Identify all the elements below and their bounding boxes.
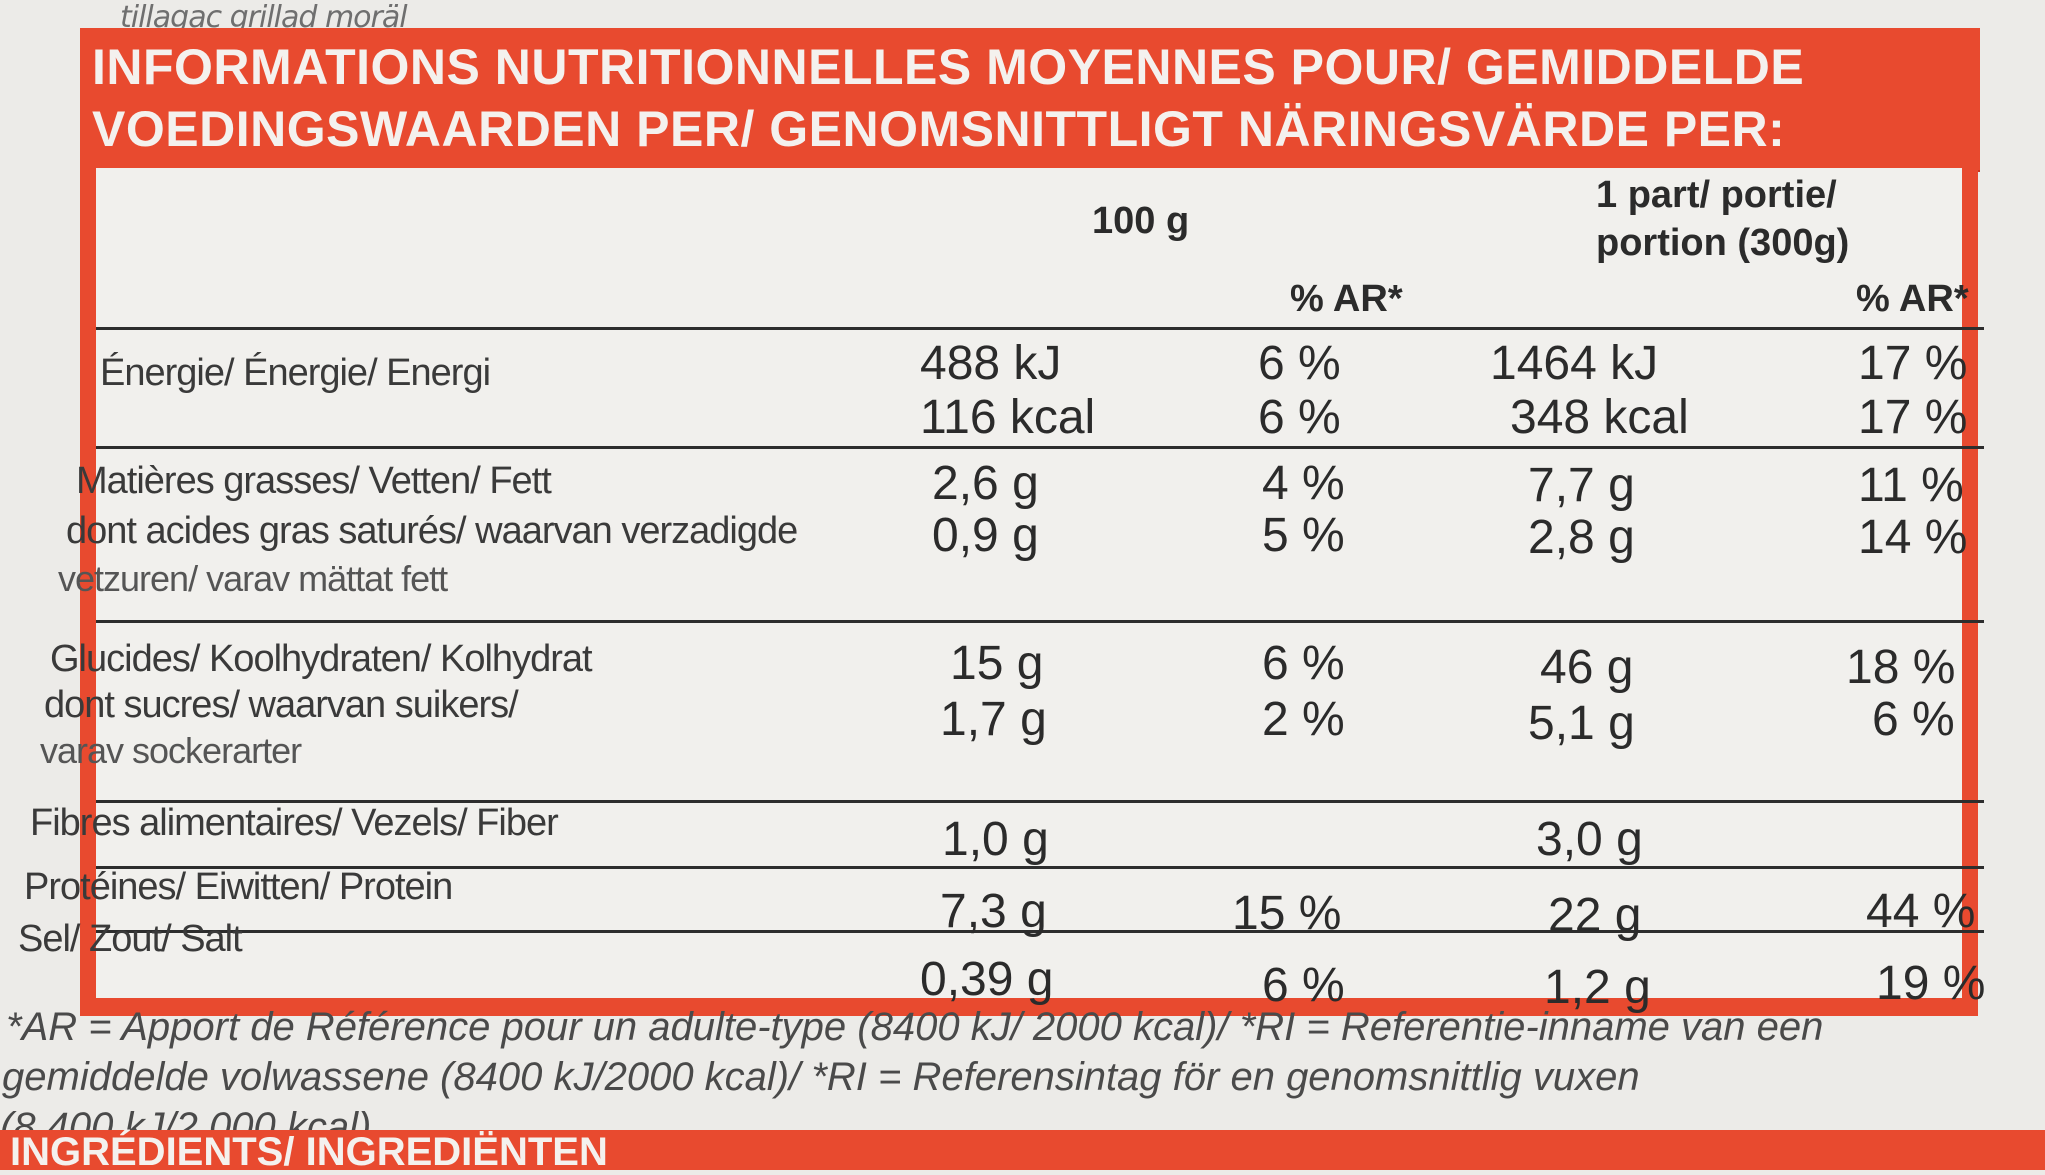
sugars-ar-portion: 6 % bbox=[1872, 693, 1955, 746]
nutrition-table-panel bbox=[80, 168, 1978, 1016]
carbs-ar: 6 % bbox=[1262, 637, 1345, 690]
energy-label: Énergie/ Énergie/ Energi bbox=[100, 352, 491, 394]
sugars-ar: 2 % bbox=[1262, 693, 1345, 746]
fiber-label: Fibres alimentaires/ Vezels/ Fiber bbox=[30, 802, 559, 844]
fat-ar: 4 % bbox=[1262, 457, 1345, 510]
protein-portion: 22 g bbox=[1548, 889, 1642, 942]
salt-ar: 6 % bbox=[1262, 959, 1345, 1012]
column-header-100g: 100 g bbox=[1092, 200, 1190, 242]
salt-portion: 1,2 g bbox=[1544, 961, 1651, 1014]
energy-kj-100g: 488 kJ bbox=[920, 337, 1062, 390]
fiber-portion: 3,0 g bbox=[1536, 813, 1643, 866]
carbs-ar-portion: 18 % bbox=[1846, 641, 1956, 694]
energy-kcal-portion: 348 kcal bbox=[1510, 391, 1689, 444]
protein-100g: 7,3 g bbox=[940, 885, 1047, 938]
fat-portion: 7,7 g bbox=[1528, 459, 1635, 512]
saturated-fat-label-1: dont acides gras saturés/ waarvan verzad… bbox=[66, 510, 798, 552]
footnote: *AR = Apport de Référence pour un adulte… bbox=[0, 1002, 2045, 1152]
row-divider bbox=[96, 930, 1984, 933]
header-line-2: VOEDINGSWAARDEN PER/ GENOMSNITTLIGT NÄRI… bbox=[92, 101, 1786, 157]
salt-100g: 0,39 g bbox=[920, 953, 1054, 1006]
carbs-portion: 46 g bbox=[1540, 641, 1634, 694]
protein-label: Protéines/ Eiwitten/ Protein bbox=[24, 866, 453, 908]
saturated-fat-100g: 0,9 g bbox=[932, 509, 1039, 562]
fat-100g: 2,6 g bbox=[932, 457, 1039, 510]
bottom-band bbox=[0, 1130, 2045, 1170]
footnote-line-2: gemiddelde volwassene (8400 kJ/2000 kcal… bbox=[2, 1055, 1640, 1099]
sugars-100g: 1,7 g bbox=[940, 693, 1047, 746]
energy-kcal-ar: 6 % bbox=[1258, 391, 1341, 444]
row-divider bbox=[96, 800, 1984, 803]
column-header-ar: % AR* bbox=[1290, 278, 1403, 320]
sugars-label-2: varav sockerarter bbox=[40, 730, 302, 771]
header-band bbox=[80, 28, 1980, 170]
header-line-1: INFORMATIONS NUTRITIONNELLES MOYENNES PO… bbox=[92, 39, 1805, 95]
column-header-ar-portion: % AR* bbox=[1856, 278, 1969, 320]
fat-label: Matières grasses/ Vetten/ Fett bbox=[76, 460, 552, 502]
energy-kj-portion: 1464 kJ bbox=[1490, 337, 1659, 390]
salt-ar-portion: 19 % bbox=[1876, 957, 1986, 1010]
energy-kj-ar: 6 % bbox=[1258, 337, 1341, 390]
energy-kj-ar-portion: 17 % bbox=[1858, 337, 1968, 390]
sugars-label-1: dont sucres/ waarvan suikers/ bbox=[44, 684, 519, 726]
fiber-100g: 1,0 g bbox=[942, 813, 1049, 866]
saturated-fat-label-2: vetzuren/ varav mättat fett bbox=[58, 558, 448, 599]
row-divider bbox=[96, 866, 1984, 869]
sugars-portion: 5,1 g bbox=[1528, 697, 1635, 750]
saturated-fat-ar-portion: 14 % bbox=[1858, 511, 1968, 564]
row-divider bbox=[96, 446, 1984, 449]
header-title: INFORMATIONS NUTRITIONNELLES MOYENNES PO… bbox=[92, 36, 1892, 160]
footnote-line-1: *AR = Apport de Référence pour un adulte… bbox=[6, 1005, 1824, 1049]
saturated-fat-ar: 5 % bbox=[1262, 509, 1345, 562]
energy-kcal-ar-portion: 17 % bbox=[1858, 391, 1968, 444]
column-header-portion-1: 1 part/ portie/ bbox=[1596, 174, 1837, 216]
salt-label: Sel/ Zout/ Salt bbox=[18, 918, 243, 960]
saturated-fat-portion: 2,8 g bbox=[1528, 511, 1635, 564]
fat-ar-portion: 11 % bbox=[1858, 459, 1964, 512]
energy-kcal-100g: 116 kcal bbox=[920, 391, 1096, 444]
protein-ar-portion: 44 % bbox=[1866, 885, 1976, 938]
ingredients-heading: INGRÉDIENTS/ INGREDIËNTEN bbox=[10, 1130, 608, 1174]
row-divider bbox=[96, 620, 1984, 623]
carbs-100g: 15 g bbox=[950, 637, 1044, 690]
row-divider bbox=[96, 327, 1984, 330]
carbs-label: Glucides/ Koolhydraten/ Kolhydrat bbox=[50, 638, 593, 680]
column-header-portion-2: portion (300g) bbox=[1596, 222, 1850, 264]
protein-ar: 15 % bbox=[1232, 887, 1342, 940]
